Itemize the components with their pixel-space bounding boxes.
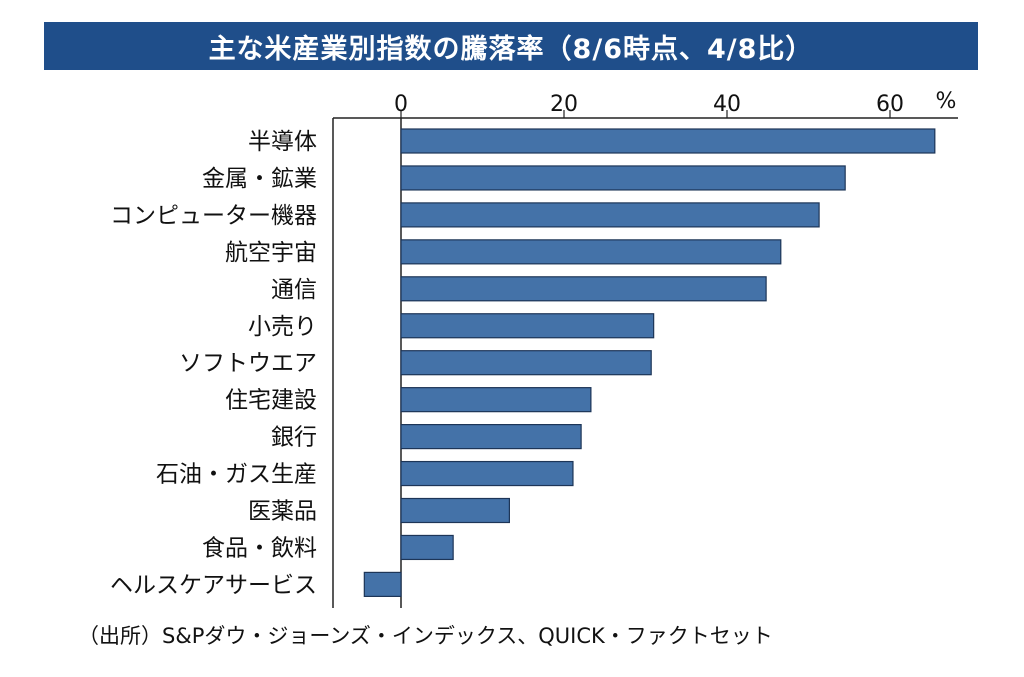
category-label: ソフトウエア — [179, 351, 317, 377]
category-label: 通信 — [271, 277, 317, 303]
category-label: 石油・ガス生産 — [156, 462, 317, 488]
x-tick-label: 40 — [713, 92, 741, 117]
chart-title-bar: 主な米産業別指数の騰落率（8/6時点、4/8比） — [44, 22, 978, 70]
bar — [400, 128, 936, 154]
category-label: ヘルスケアサービス — [110, 572, 317, 598]
category-label: 銀行 — [271, 425, 317, 451]
x-tick-label: 20 — [550, 92, 578, 117]
category-label: コンピューター機器 — [110, 203, 317, 229]
bar — [400, 497, 510, 524]
category-label: 航空宇宙 — [225, 240, 317, 266]
bar — [400, 424, 582, 450]
category-label: 金属・鉱業 — [202, 166, 317, 192]
bar — [400, 276, 767, 302]
bar — [400, 165, 846, 191]
source-note: （出所）S&Pダウ・ジョーンズ・インデックス、QUICK・ファクトセット — [78, 624, 773, 648]
x-tick-label: 0 — [394, 92, 408, 117]
bar — [400, 387, 592, 413]
category-label: 食品・飲料 — [202, 535, 317, 561]
x-tick-label: 60 — [876, 92, 904, 117]
bar — [363, 571, 402, 598]
bar — [400, 313, 655, 339]
bar — [400, 202, 820, 228]
chart-title: 主な米産業別指数の騰落率（8/6時点、4/8比） — [208, 33, 814, 65]
bar — [400, 460, 574, 487]
category-label: 小売り — [248, 314, 317, 340]
category-label: 医薬品 — [248, 499, 317, 525]
bar — [400, 350, 652, 376]
category-label: 住宅建設 — [225, 388, 317, 414]
bar — [400, 239, 782, 265]
x-unit-label: % — [936, 89, 957, 114]
category-label: 半導体 — [248, 129, 317, 155]
bar — [400, 534, 454, 561]
